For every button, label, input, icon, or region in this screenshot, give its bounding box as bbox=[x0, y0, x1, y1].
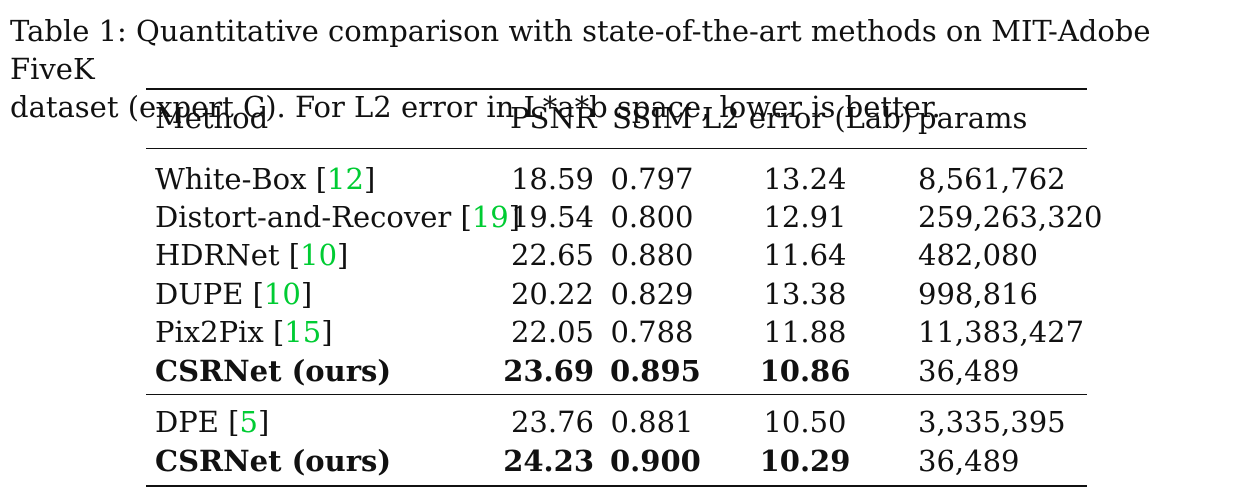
l2-error-value: 10.29 bbox=[759, 444, 851, 478]
psnr-value: 22.05 bbox=[510, 315, 594, 349]
ssim-value: 0.895 bbox=[610, 354, 701, 388]
l2-error-value: 11.88 bbox=[763, 315, 847, 349]
citation-link[interactable]: 12 bbox=[327, 162, 364, 196]
ssim-value: 0.800 bbox=[610, 200, 694, 234]
params-value: 998,816 bbox=[918, 277, 1038, 311]
l2-error-value: 13.24 bbox=[763, 162, 847, 196]
psnr-value: 23.69 bbox=[503, 354, 594, 388]
citation-link[interactable]: 10 bbox=[300, 238, 338, 272]
psnr-value: 23.76 bbox=[510, 405, 594, 439]
header-psnr: PSNR bbox=[510, 101, 597, 135]
citation-link[interactable]: 5 bbox=[239, 405, 258, 439]
psnr-value: 19.54 bbox=[510, 200, 594, 234]
method-name: Distort-and-Recover [19] bbox=[155, 200, 521, 234]
l2-error-value: 12.91 bbox=[763, 200, 847, 234]
params-value: 259,263,320 bbox=[918, 200, 1103, 234]
header-method: Method bbox=[155, 101, 269, 135]
ssim-value: 0.900 bbox=[610, 444, 701, 478]
ssim-value: 0.829 bbox=[610, 277, 694, 311]
ssim-value: 0.881 bbox=[610, 405, 694, 439]
ssim-value: 0.797 bbox=[610, 162, 694, 196]
method-name: DPE [5] bbox=[155, 405, 270, 439]
ssim-value: 0.880 bbox=[610, 238, 694, 272]
psnr-value: 20.22 bbox=[510, 277, 594, 311]
psnr-value: 24.23 bbox=[503, 444, 594, 478]
params-value: 8,561,762 bbox=[918, 162, 1066, 196]
l2-error-value: 10.86 bbox=[759, 354, 851, 388]
psnr-value: 22.65 bbox=[510, 238, 594, 272]
table-caption: Table 1: Quantitative comparison with st… bbox=[10, 12, 1225, 126]
params-value: 482,080 bbox=[918, 238, 1038, 272]
psnr-value: 18.59 bbox=[510, 162, 594, 196]
section-rule bbox=[146, 394, 1087, 395]
params-value: 36,489 bbox=[918, 354, 1020, 388]
method-name: DUPE [10] bbox=[155, 277, 313, 311]
caption-line-1: Table 1: Quantitative comparison with st… bbox=[10, 14, 1151, 86]
caption-line-2: dataset (expert C). For L2 error in L*a*… bbox=[10, 90, 941, 124]
l2-error-value: 11.64 bbox=[763, 238, 847, 272]
method-name: HDRNet [10] bbox=[155, 238, 349, 272]
method-name: CSRNet (ours) bbox=[155, 444, 392, 478]
citation-link[interactable]: 19 bbox=[471, 200, 509, 234]
header-l2-error: L2 error (Lab) bbox=[702, 101, 913, 135]
header-ssim: SSIM bbox=[612, 101, 693, 135]
citation-link[interactable]: 15 bbox=[284, 315, 322, 349]
header-params: params bbox=[918, 101, 1028, 135]
top-rule bbox=[146, 88, 1087, 90]
citation-link[interactable]: 10 bbox=[263, 277, 301, 311]
ssim-value: 0.788 bbox=[610, 315, 694, 349]
method-name: CSRNet (ours) bbox=[155, 354, 392, 388]
bottom-rule bbox=[146, 485, 1087, 487]
l2-error-value: 13.38 bbox=[763, 277, 847, 311]
l2-error-value: 10.50 bbox=[763, 405, 847, 439]
method-name: White-Box [12] bbox=[155, 162, 376, 196]
method-name: Pix2Pix [15] bbox=[155, 315, 333, 349]
params-value: 11,383,427 bbox=[918, 315, 1085, 349]
params-value: 3,335,395 bbox=[918, 405, 1066, 439]
header-rule bbox=[146, 148, 1087, 149]
params-value: 36,489 bbox=[918, 444, 1020, 478]
